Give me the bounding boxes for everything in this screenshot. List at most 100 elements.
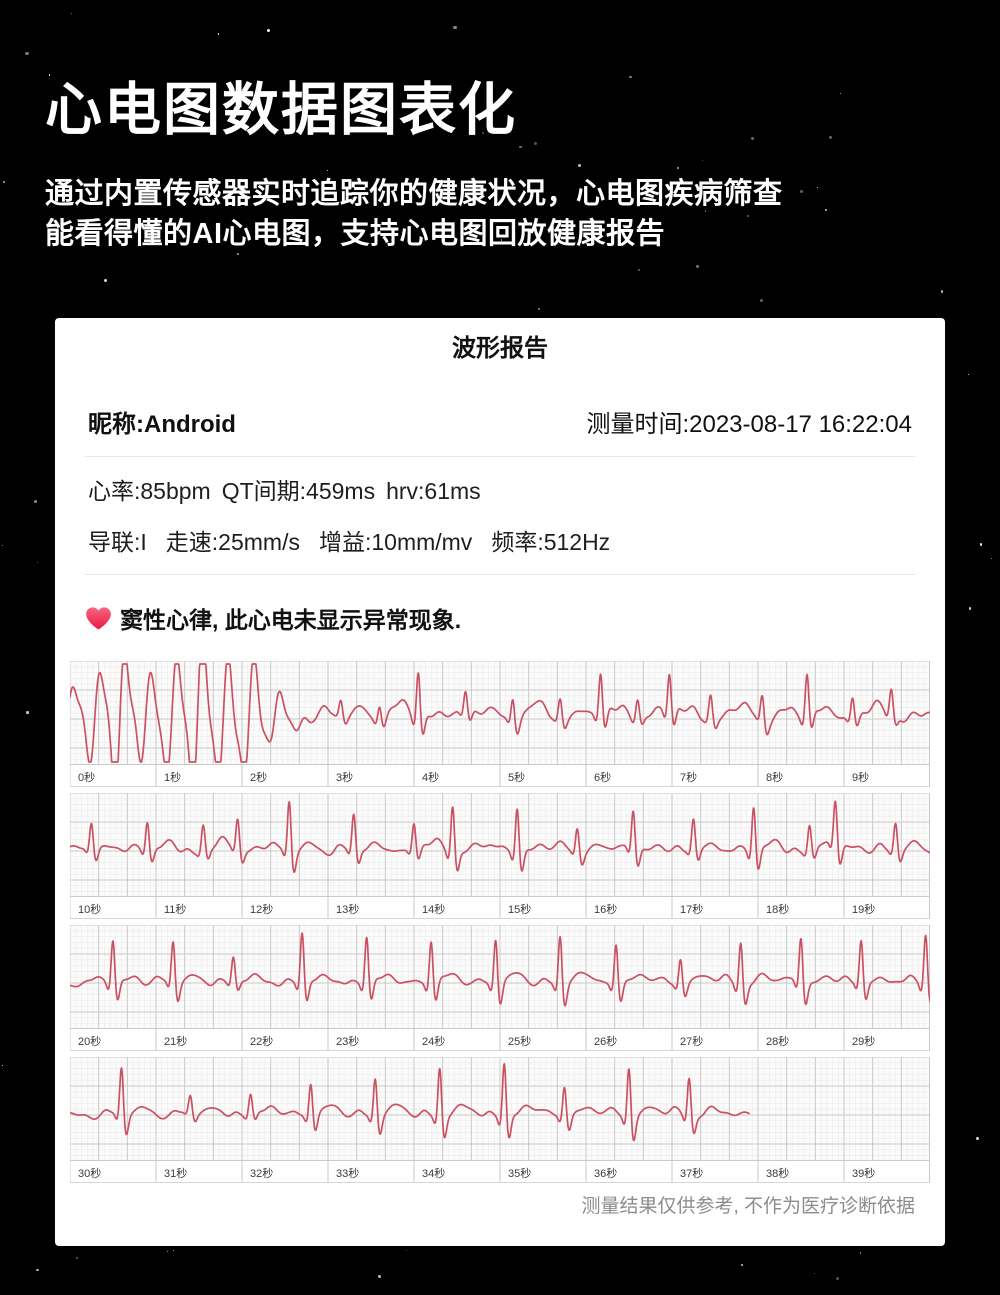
disclaimer-text: 测量结果仅供参考, 不作为医疗诊断依据 <box>581 1196 915 1217</box>
x-tick-label: 38秒 <box>766 1166 789 1180</box>
x-tick-label: 28秒 <box>766 1034 789 1048</box>
star-dot <box>26 711 29 714</box>
star-dot <box>166 1250 168 1252</box>
x-tick-label: 20秒 <box>78 1034 101 1048</box>
x-tick-label: 27秒 <box>680 1034 703 1048</box>
x-tick-label: 30秒 <box>78 1166 101 1180</box>
report-meta-row: 昵称:Android 测量时间:2023-08-17 16:22:04 <box>88 406 912 438</box>
star-dot <box>2 181 5 184</box>
qt-interval-value: QT间期:459ms <box>221 478 376 504</box>
star-dot <box>859 1251 862 1254</box>
ecg-strips: 0秒 1秒 2秒 3秒 4秒 5秒 6秒 7秒 8秒 9秒 10秒 11秒 12秒 13秒 14秒 15秒 16… <box>70 661 930 1183</box>
star-dot <box>36 561 38 563</box>
ecg-strip-3: 20秒 21秒 22秒 23秒 24秒 25秒 26秒 27秒 28秒 29秒 <box>70 925 930 1051</box>
star-dot <box>941 290 944 293</box>
x-tick-label: 21秒 <box>164 1034 187 1048</box>
ecg-trace <box>70 1063 750 1142</box>
star-dot <box>759 298 763 302</box>
star-dot <box>696 265 700 269</box>
ecg-strip-1: 0秒 1秒 2秒 3秒 4秒 5秒 6秒 7秒 8秒 9秒 <box>70 661 930 787</box>
x-tick-label: 9秒 <box>852 770 869 784</box>
hrv-value: hrv:61ms <box>386 478 481 504</box>
star-dot <box>2 1065 3 1067</box>
x-tick-label: 36秒 <box>594 1166 617 1180</box>
divider <box>85 456 915 457</box>
x-tick-label: 7秒 <box>680 770 697 784</box>
divider <box>85 574 915 575</box>
star-dot <box>836 1276 839 1280</box>
ecg-strip-4: 30秒 31秒 32秒 33秒 34秒 35秒 36秒 37秒 38秒 39秒 <box>70 1057 930 1183</box>
star-dot <box>405 1250 407 1252</box>
metrics-line-2: 导联:I 走速:25mm/s 增益:10mm/mv 频率:512Hz <box>88 528 912 556</box>
star-dot <box>103 279 107 283</box>
star-dot <box>33 500 37 504</box>
star-dot <box>378 1275 382 1278</box>
x-tick-label: 32秒 <box>250 1166 273 1180</box>
diagnosis-text: 窦性心律, 此心电未显示异常现象. <box>120 607 462 633</box>
x-tick-label: 16秒 <box>594 902 617 916</box>
star-dot <box>1 545 3 547</box>
star-dot <box>638 269 641 272</box>
x-tick-label: 8秒 <box>766 770 783 784</box>
star-dot <box>538 308 541 311</box>
nickname-value: 昵称:Android <box>88 410 236 438</box>
ecg-trace <box>70 663 930 763</box>
star-dot <box>217 33 220 36</box>
frequency-value: 频率:512Hz <box>491 529 611 555</box>
x-tick-label: 22秒 <box>250 1034 273 1048</box>
x-tick-label: 31秒 <box>164 1166 187 1180</box>
subtitle-line-1: 通过内置传感器实时追踪你的健康状况，心电图疾病筛查 <box>45 178 783 211</box>
x-tick-label: 37秒 <box>680 1166 703 1180</box>
page-subtitle: 通过内置传感器实时追踪你的健康状况，心电图疾病筛查 能看得懂的AI心电图，支持心… <box>45 174 960 254</box>
star-dot <box>990 557 992 559</box>
x-tick-label: 0秒 <box>78 770 95 784</box>
x-tick-label: 14秒 <box>422 902 445 916</box>
star-dot <box>267 29 271 33</box>
x-tick-label: 5秒 <box>508 770 525 784</box>
x-tick-label: 26秒 <box>594 1034 617 1048</box>
heart-rate-value: 心率:85bpm <box>88 478 211 504</box>
waveform-report-card: 波形报告 昵称:Android 测量时间:2023-08-17 16:22:04… <box>55 318 945 1246</box>
x-tick-label: 4秒 <box>422 770 439 784</box>
subtitle-line-2: 能看得懂的AI心电图，支持心电图回放健康报告 <box>45 218 666 251</box>
hero-header: 心电图数据图表化 通过内置传感器实时追踪你的健康状况，心电图疾病筛查 能看得懂的… <box>45 76 960 254</box>
x-tick-label: 35秒 <box>508 1166 531 1180</box>
x-tick-label: 39秒 <box>852 1166 875 1180</box>
report-title: 波形报告 <box>452 335 548 362</box>
x-tick-label: 17秒 <box>680 902 703 916</box>
x-tick-label: 25秒 <box>508 1034 531 1048</box>
x-tick-label: 11秒 <box>164 902 186 916</box>
x-tick-label: 2秒 <box>250 770 267 784</box>
x-tick-label: 6秒 <box>594 770 611 784</box>
star-dot <box>813 1272 816 1275</box>
x-tick-label: 18秒 <box>766 902 789 916</box>
x-tick-label: 10秒 <box>78 902 101 916</box>
star-dot <box>453 25 457 29</box>
gain-value: 增益:10mm/mv <box>318 529 473 555</box>
paper-speed-value: 走速:25mm/s <box>165 529 300 555</box>
ecg-trace <box>70 800 930 873</box>
x-tick-label: 15秒 <box>508 902 531 916</box>
x-tick-label: 12秒 <box>250 902 273 916</box>
x-tick-label: 3秒 <box>336 770 353 784</box>
measure-time-value: 测量时间:2023-08-17 16:22:04 <box>586 410 912 438</box>
star-dot <box>71 12 73 15</box>
star-dot <box>968 607 972 610</box>
x-tick-label: 19秒 <box>852 902 875 916</box>
metrics-line-1: 心率:85bpm QT间期:459ms hrv:61ms <box>88 477 912 505</box>
star-dot <box>979 543 983 547</box>
star-dot <box>36 1268 39 1272</box>
star-dot <box>741 1263 744 1266</box>
page-title: 心电图数据图表化 <box>45 78 517 142</box>
star-dot <box>173 1250 175 1252</box>
x-tick-label: 1秒 <box>164 770 181 784</box>
ecg-trace <box>70 932 930 1007</box>
star-dot <box>75 1256 79 1260</box>
ecg-strip-2: 10秒 11秒 12秒 13秒 14秒 15秒 16秒 17秒 18秒 19秒 <box>70 793 930 919</box>
x-tick-label: 33秒 <box>336 1166 359 1180</box>
lead-value: 导联:I <box>88 529 147 555</box>
x-tick-label: 23秒 <box>336 1034 359 1048</box>
heart-icon <box>86 606 111 630</box>
x-tick-label: 29秒 <box>852 1034 875 1048</box>
